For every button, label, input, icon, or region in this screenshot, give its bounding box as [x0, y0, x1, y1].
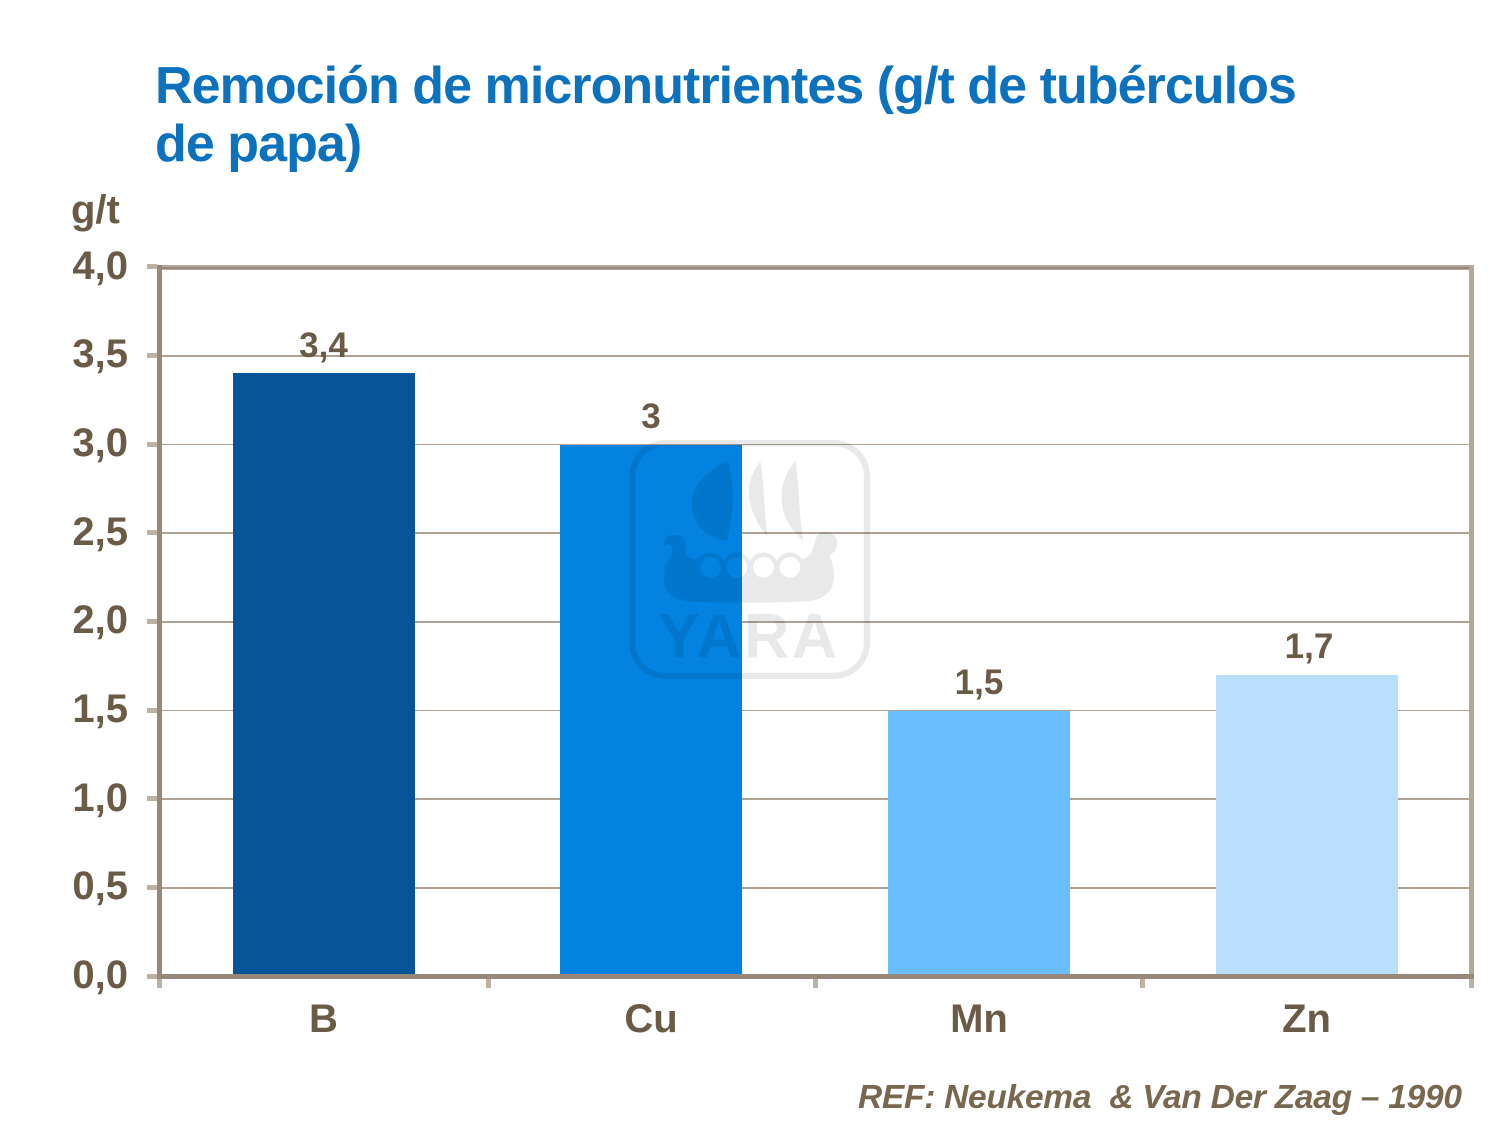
svg-text:YARA: YARA [658, 602, 840, 672]
